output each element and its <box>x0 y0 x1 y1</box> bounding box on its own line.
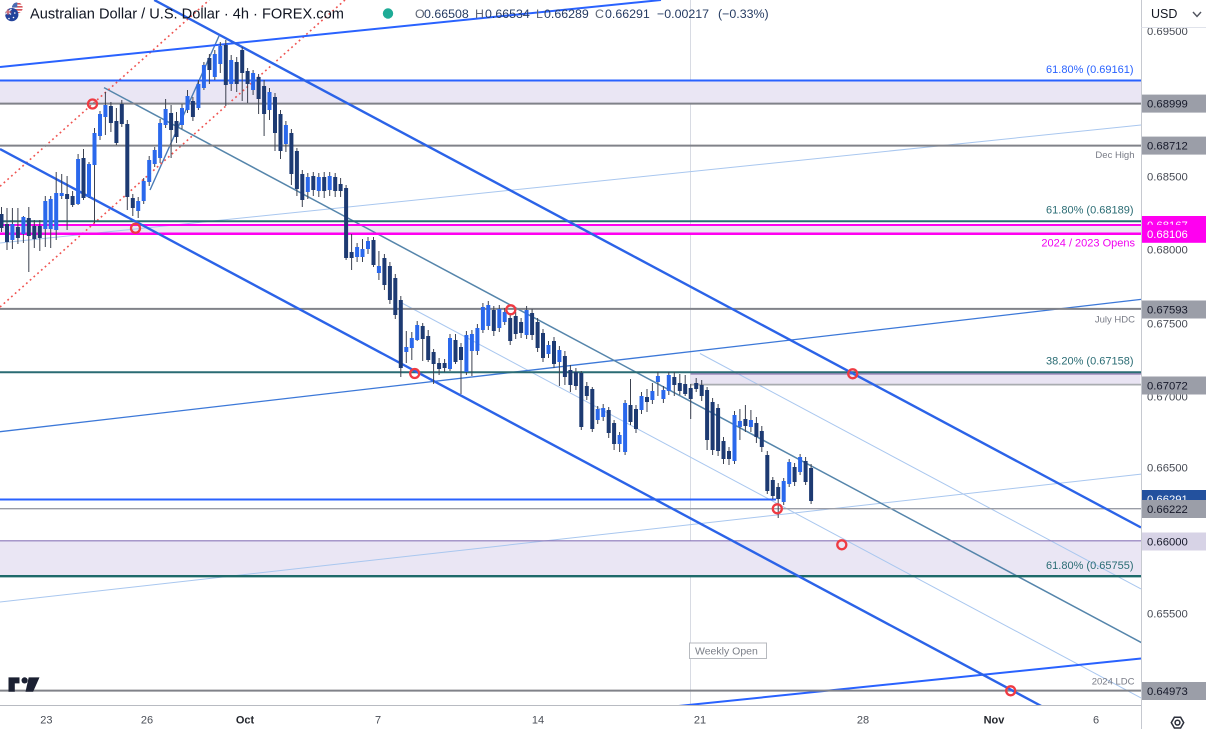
svg-text:USD: USD <box>1151 7 1177 21</box>
svg-text:14: 14 <box>532 715 544 727</box>
svg-text:0.65500: 0.65500 <box>1147 609 1188 621</box>
svg-text:0.64973: 0.64973 <box>1147 686 1188 698</box>
svg-text:28: 28 <box>857 715 869 727</box>
svg-text:0.68106: 0.68106 <box>1147 229 1188 241</box>
svg-text:0.68712: 0.68712 <box>1147 141 1188 153</box>
svg-text:0.69500: 0.69500 <box>1147 26 1188 38</box>
svg-text:0.66508: 0.66508 <box>424 7 469 21</box>
svg-text:61.80% (0.65755): 61.80% (0.65755) <box>1046 560 1133 572</box>
svg-text:Oct: Oct <box>236 715 255 727</box>
svg-text:H: H <box>475 7 484 21</box>
svg-text:7: 7 <box>375 715 381 727</box>
svg-text:O: O <box>415 7 425 21</box>
svg-text:0.68500: 0.68500 <box>1147 172 1188 184</box>
svg-text:0.66534: 0.66534 <box>485 7 530 21</box>
svg-text:2024 LDC: 2024 LDC <box>1092 677 1135 688</box>
svg-text:0.67072: 0.67072 <box>1147 381 1188 393</box>
svg-text:26: 26 <box>141 715 153 727</box>
svg-text:Nov: Nov <box>984 715 1006 727</box>
svg-text:C: C <box>595 7 604 21</box>
svg-text:2024 / 2023 Opens: 2024 / 2023 Opens <box>1041 238 1135 250</box>
svg-text:−0.00217: −0.00217 <box>657 7 709 21</box>
svg-text:6: 6 <box>1093 715 1099 727</box>
svg-text:61.80% (0.68189): 61.80% (0.68189) <box>1046 205 1133 217</box>
svg-text:Dec High: Dec High <box>1095 150 1134 161</box>
svg-text:0.67593: 0.67593 <box>1147 305 1188 317</box>
svg-text:0.67500: 0.67500 <box>1147 319 1188 331</box>
svg-text:L: L <box>536 7 543 21</box>
svg-text:0.68999: 0.68999 <box>1147 99 1188 111</box>
svg-text:Weekly Open: Weekly Open <box>695 646 758 658</box>
svg-text:0.66291: 0.66291 <box>605 7 650 21</box>
svg-text:23: 23 <box>40 715 52 727</box>
svg-text:21: 21 <box>694 715 706 727</box>
svg-text:0.68000: 0.68000 <box>1147 245 1188 257</box>
svg-text:0.66000: 0.66000 <box>1147 537 1188 549</box>
svg-text:61.80% (0.69161): 61.80% (0.69161) <box>1046 64 1133 76</box>
svg-text:Australian Dollar / U.S. Dolla: Australian Dollar / U.S. Dollar · 4h · F… <box>30 7 344 23</box>
svg-text:July HDC: July HDC <box>1095 315 1135 326</box>
svg-text:0.66222: 0.66222 <box>1147 504 1188 516</box>
svg-text:(−0.33%): (−0.33%) <box>718 7 769 21</box>
svg-text:38.20% (0.67158): 38.20% (0.67158) <box>1046 356 1133 368</box>
svg-text:0.66289: 0.66289 <box>544 7 589 21</box>
svg-text:0.66500: 0.66500 <box>1147 463 1188 475</box>
